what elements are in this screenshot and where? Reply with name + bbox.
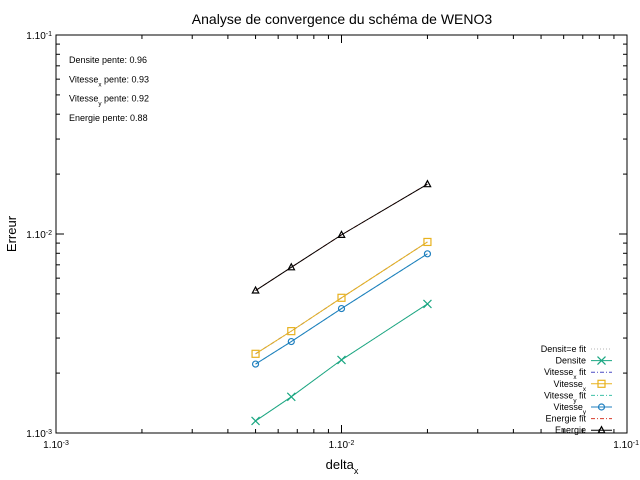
series-line-3: [255, 241, 428, 355]
data-point: [251, 285, 260, 294]
legend-label: Vitessex: [553, 379, 586, 393]
legend-marker: [597, 403, 606, 411]
slope-annotation: Densite pente: 0.96: [69, 55, 147, 65]
data-point: [286, 392, 296, 402]
x-tick-label: 1.10-1: [613, 440, 639, 452]
legend-label: Densite: [555, 356, 586, 366]
slope-annotations: Densite pente: 0.96 Vitessex pente: 0.93 V…: [69, 55, 149, 123]
data-point: [287, 337, 295, 346]
slope-annotation: Vitessey pente: 0.92: [69, 94, 149, 108]
slope-annotation: Vitessex pente: 0.93: [69, 74, 149, 88]
y-axis-label: Erreur: [4, 215, 19, 252]
legend-marker: [597, 425, 606, 434]
data-point: [337, 230, 346, 238]
data-point: [423, 237, 432, 247]
plot-series: [251, 179, 432, 426]
series-line-5: [255, 253, 428, 365]
data-point: [287, 262, 296, 271]
data-point: [337, 293, 346, 302]
slope-annotation: Energie pente: 0.88: [69, 113, 148, 123]
data-point: [423, 299, 432, 309]
chart-title: Analyse de convergence du schéma de WENO…: [192, 11, 493, 27]
legend-label: Densit=e fit: [541, 344, 587, 354]
data-point: [251, 416, 260, 426]
x-tick-label: 1.10-3: [43, 440, 69, 452]
y-tick-label: 1.10-1: [26, 31, 52, 43]
x-tick-label: 1.10-2: [329, 440, 355, 452]
legend-label: Vitessey fit: [544, 390, 587, 404]
data-point: [337, 304, 346, 313]
series-line-1: [255, 303, 428, 422]
y-tick-label: 1.10-2: [26, 230, 52, 242]
y-axis: 1.10-3 1.10-2 1.10-1: [26, 31, 627, 441]
data-point: [251, 349, 260, 358]
y-tick-label: 1.10-3: [26, 429, 52, 441]
data-point: [423, 250, 432, 258]
data-point: [337, 355, 346, 365]
legend-label: Energie fit: [545, 414, 586, 424]
legend-marker: [597, 379, 606, 388]
legend-label: Vitessey: [553, 402, 586, 416]
x-axis-label: deltax: [326, 457, 359, 476]
series-line-7: [255, 183, 428, 291]
data-point: [423, 179, 432, 188]
legend-label: Vitessex fit: [544, 367, 587, 381]
data-point: [251, 360, 260, 368]
data-point: [287, 327, 296, 336]
x-axis: 1.10-3 1.10-2 1.10-1: [43, 35, 639, 451]
legend-label: Energie: [555, 425, 586, 435]
legend-marker: [597, 356, 606, 366]
